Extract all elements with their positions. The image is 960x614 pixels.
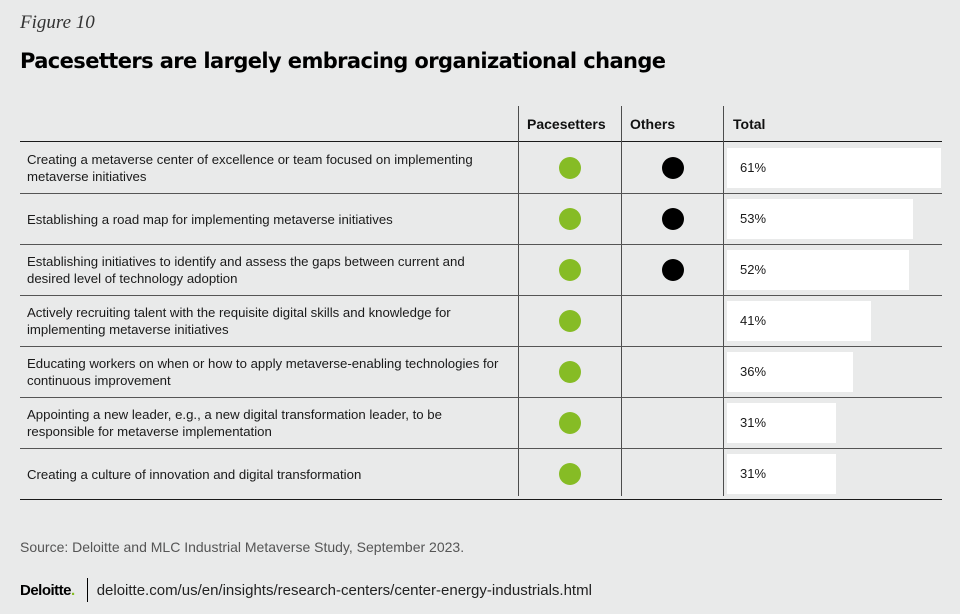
row-label: Actively recruiting talent with the requ… (27, 305, 451, 337)
column-header-others: Others (630, 116, 676, 132)
column-header-total: Total (733, 116, 766, 132)
total-value-label: 61% (740, 160, 767, 175)
table-header: Pacesetters Others Total (20, 106, 942, 142)
total-value-label: 53% (740, 211, 767, 226)
total-value-label: 31% (740, 466, 767, 481)
deloitte-logo: Deloitte. (20, 581, 75, 599)
table-row: Creating a culture of innovation and dig… (20, 449, 942, 500)
column-divider (621, 106, 622, 496)
row-label: Establishing a road map for implementing… (27, 211, 393, 227)
chart-title: Pacesetters are largely embracing organi… (20, 49, 666, 73)
column-header-pacesetters: Pacesetters (527, 116, 606, 132)
row-label: Establishing initiatives to identify and… (27, 254, 465, 286)
total-value-label: 31% (740, 415, 767, 430)
pacesetters-dot (559, 412, 581, 434)
footer: Deloitte. deloitte.com/us/en/insights/re… (20, 578, 592, 602)
others-dot (662, 157, 684, 179)
total-value-label: 36% (740, 364, 767, 379)
pacesetters-dot (559, 157, 581, 179)
row-label: Appointing a new leader, e.g., a new dig… (27, 407, 442, 439)
pacesetters-dot (559, 259, 581, 281)
pacesetters-dot (559, 463, 581, 485)
total-bar (727, 454, 836, 494)
row-label: Creating a metaverse center of excellenc… (27, 152, 473, 184)
total-bar (727, 403, 836, 443)
total-bar (727, 301, 871, 341)
data-table: Pacesetters Others Total Creating a meta… (20, 106, 942, 500)
footer-url[interactable]: deloitte.com/us/en/insights/research-cen… (96, 581, 592, 599)
figure-label: Figure 10 (20, 12, 95, 33)
others-dot (662, 259, 684, 281)
total-bar (727, 199, 913, 239)
pacesetters-dot (559, 361, 581, 383)
pacesetters-dot (559, 310, 581, 332)
total-bar (727, 352, 853, 392)
column-divider (723, 106, 724, 496)
table-row: Creating a metaverse center of excellenc… (20, 143, 942, 194)
column-divider (518, 106, 519, 496)
total-bar (727, 148, 941, 188)
table-row: Appointing a new leader, e.g., a new dig… (20, 398, 942, 449)
row-label: Educating workers on when or how to appl… (27, 356, 499, 388)
table-row: Establishing a road map for implementing… (20, 194, 942, 245)
others-dot (662, 208, 684, 230)
table-row: Actively recruiting talent with the requ… (20, 296, 942, 347)
source-note: Source: Deloitte and MLC Industrial Meta… (20, 539, 465, 555)
row-label: Creating a culture of innovation and dig… (27, 466, 362, 482)
footer-divider (86, 578, 88, 602)
total-value-label: 52% (740, 262, 767, 277)
table-row: Educating workers on when or how to appl… (20, 347, 942, 398)
pacesetters-dot (559, 208, 581, 230)
total-value-label: 41% (740, 313, 767, 328)
total-bar (727, 250, 909, 290)
table-row: Establishing initiatives to identify and… (20, 245, 942, 296)
